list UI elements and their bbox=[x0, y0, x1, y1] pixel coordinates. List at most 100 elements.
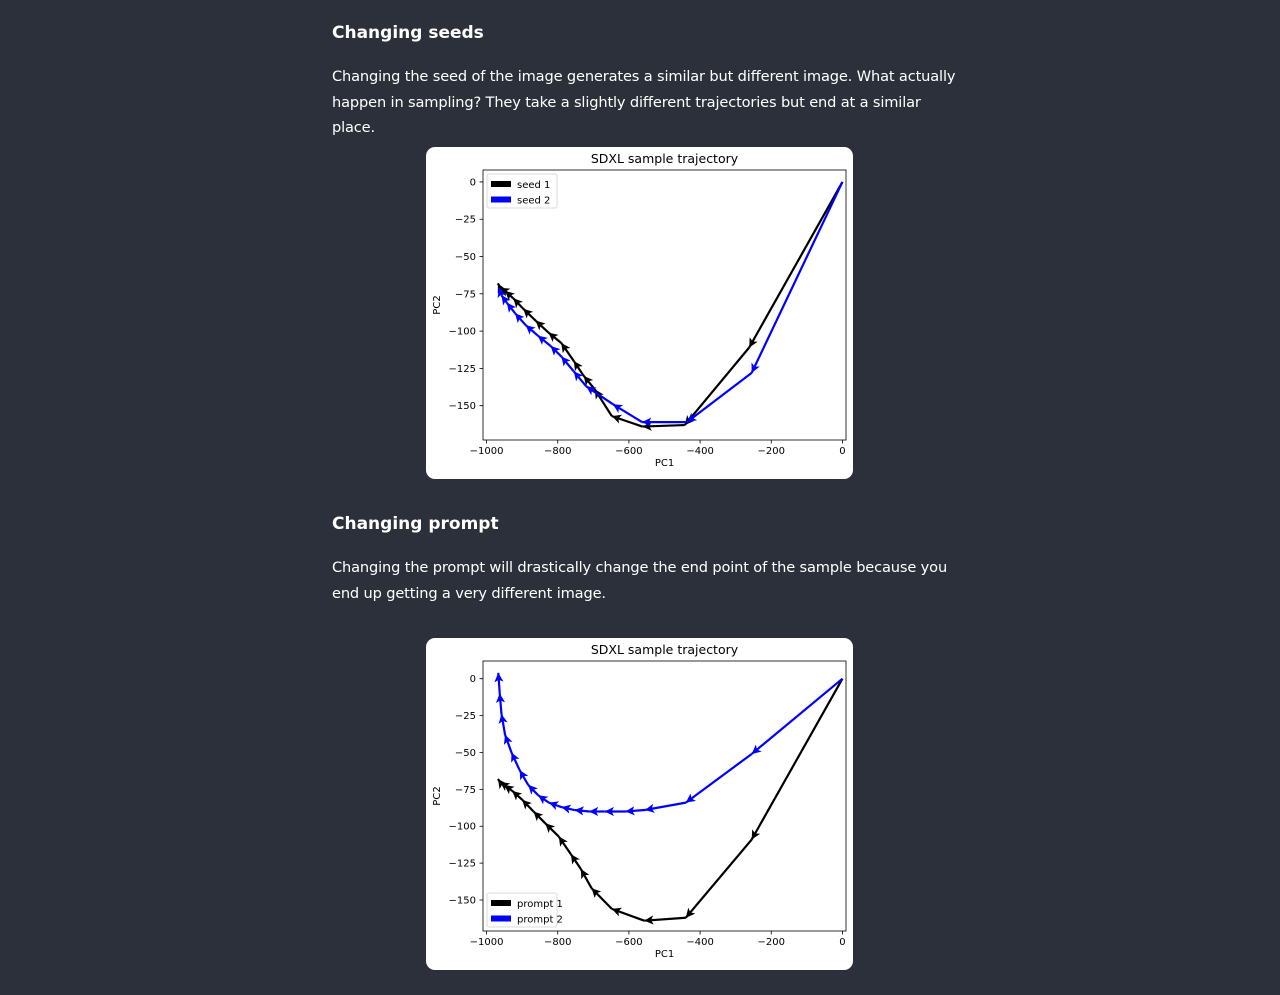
trajectory-arrow bbox=[505, 302, 517, 314]
trajectory-arrow bbox=[547, 331, 562, 344]
trajectory-arrow bbox=[504, 290, 516, 301]
trajectory-arrow bbox=[557, 835, 572, 855]
trajectory-arrow bbox=[579, 868, 593, 889]
plot-frame bbox=[482, 169, 847, 441]
y-tick-label: −100 bbox=[449, 822, 476, 833]
legend-swatch bbox=[491, 915, 511, 922]
trajectory-arrow bbox=[518, 769, 530, 786]
x-tick-label: 0 bbox=[839, 937, 845, 948]
series-prompt-2 bbox=[494, 672, 844, 817]
trajectory-arrow bbox=[534, 319, 550, 334]
x-axis-label: PC1 bbox=[655, 458, 674, 469]
chart-legend: seed 1 seed 2 bbox=[486, 173, 558, 209]
y-axis-label: PC2 bbox=[432, 295, 443, 314]
series-prompt-1 bbox=[497, 678, 844, 925]
trajectory-arrow bbox=[537, 794, 550, 805]
section-heading-prompt: Changing prompt bbox=[332, 514, 499, 534]
y-tick-label: 0 bbox=[470, 674, 476, 685]
chart-title: SDXL sample trajectory bbox=[591, 151, 739, 166]
legend-swatch bbox=[491, 196, 511, 203]
trajectory-arrow bbox=[611, 414, 643, 428]
trajectory-arrow bbox=[548, 801, 562, 811]
x-axis-label: PC1 bbox=[655, 949, 674, 960]
y-axis-label: PC2 bbox=[432, 786, 443, 805]
trajectory-arrow bbox=[644, 915, 686, 925]
y-tick-label: −125 bbox=[449, 859, 476, 870]
trajectory-arrow bbox=[612, 403, 643, 424]
x-tick-label: −600 bbox=[615, 446, 642, 457]
trajectory-arrow bbox=[572, 370, 588, 388]
trajectory-arrow bbox=[521, 798, 535, 813]
trajectory-arrow bbox=[560, 342, 575, 362]
trajectory-arrow bbox=[750, 181, 844, 374]
trajectory-arrow bbox=[685, 838, 753, 919]
trajectory-arrow bbox=[514, 312, 527, 326]
chart-legend: prompt 1 prompt 2 bbox=[486, 892, 563, 928]
trajectory-arrow bbox=[527, 784, 539, 797]
trajectory-arrow bbox=[499, 781, 511, 792]
plot-frame bbox=[482, 660, 847, 932]
trajectory-arrow bbox=[511, 790, 523, 801]
trajectory-arrow bbox=[561, 804, 575, 814]
trajectory-arrow bbox=[524, 324, 539, 337]
legend-swatch bbox=[491, 181, 511, 187]
trajectory-arrow bbox=[503, 734, 513, 753]
trajectory-arrow bbox=[512, 297, 525, 310]
trajectory-chart-seeds: SDXL sample trajectory −1000 −800 −600 −400 −… bbox=[432, 151, 847, 469]
trajectory-arrow bbox=[574, 806, 590, 816]
trajectory-arrow bbox=[685, 753, 753, 804]
legend-swatch bbox=[491, 900, 511, 906]
section-heading-seeds: Changing seeds bbox=[332, 23, 484, 43]
trajectory-arrow bbox=[537, 334, 552, 347]
x-tick-label: −400 bbox=[686, 446, 713, 457]
trajectory-arrow bbox=[510, 752, 521, 771]
trajectory-arrow bbox=[498, 713, 508, 735]
y-tick-label: −125 bbox=[449, 364, 476, 375]
legend-label: seed 2 bbox=[517, 196, 550, 207]
y-tick-label: −25 bbox=[455, 215, 476, 226]
section-paragraph-prompt: Changing the prompt will drastically cha… bbox=[332, 559, 948, 602]
x-tick-label: −800 bbox=[544, 446, 571, 457]
y-tick-label: −150 bbox=[449, 401, 476, 412]
series-seed-1 bbox=[496, 181, 844, 431]
trajectory-arrow bbox=[496, 282, 507, 294]
y-tick-label: −150 bbox=[449, 896, 476, 907]
trajectory-arrow bbox=[503, 784, 515, 795]
trajectory-arrow bbox=[549, 345, 563, 358]
trajectory-chart-prompt: SDXL sample trajectory −100 0 −800 −600 −400 −… bbox=[432, 642, 847, 960]
legend-label: prompt 1 bbox=[517, 899, 563, 910]
legend-label: prompt 2 bbox=[517, 915, 563, 926]
legend-label: seed 1 bbox=[517, 180, 550, 191]
x-tick-label: −400 bbox=[686, 937, 713, 948]
trajectory-figure-prompt: SDXL sample trajectory −100 0 −800 −600 −400 −… bbox=[426, 638, 853, 970]
trajectory-arrow bbox=[560, 355, 575, 373]
trajectory-arrow bbox=[625, 806, 646, 816]
y-tick-label: −50 bbox=[455, 252, 476, 263]
trajectory-arrow bbox=[495, 693, 506, 715]
x-tick-label: −200 bbox=[758, 937, 785, 948]
x-tick-label: −600 bbox=[615, 937, 642, 948]
trajectory-arrow bbox=[750, 677, 844, 755]
trajectory-arrow bbox=[590, 887, 613, 910]
trajectory-arrow bbox=[748, 181, 844, 349]
trajectory-arrow bbox=[532, 810, 547, 825]
x-tick-label: −200 bbox=[758, 446, 785, 457]
section-paragraph-seeds: Changing the seed of the image generates… bbox=[332, 68, 956, 136]
trajectory-arrow bbox=[686, 371, 753, 423]
y-tick-label: −25 bbox=[455, 711, 476, 722]
trajectory-arrow bbox=[497, 778, 508, 790]
y-tick-label: −75 bbox=[455, 785, 476, 796]
trajectory-arrow bbox=[544, 822, 560, 838]
y-tick-label: −50 bbox=[455, 748, 476, 759]
y-tick-label: −100 bbox=[449, 327, 476, 338]
trajectory-arrow bbox=[522, 307, 537, 322]
trajectory-arrow bbox=[683, 346, 751, 426]
x-tick-label: −800 bbox=[544, 937, 571, 948]
trajectory-figure-seeds: SDXL sample trajectory −1000 −800 −600 −400 −… bbox=[426, 147, 853, 479]
trajectory-arrow bbox=[497, 287, 507, 299]
x-tick-label: −1000 bbox=[470, 446, 504, 457]
chart-title: SDXL sample trajectory bbox=[591, 642, 739, 657]
trajectory-arrow bbox=[494, 672, 504, 694]
trajectory-arrow bbox=[611, 907, 645, 922]
series-seed-2 bbox=[497, 181, 844, 427]
